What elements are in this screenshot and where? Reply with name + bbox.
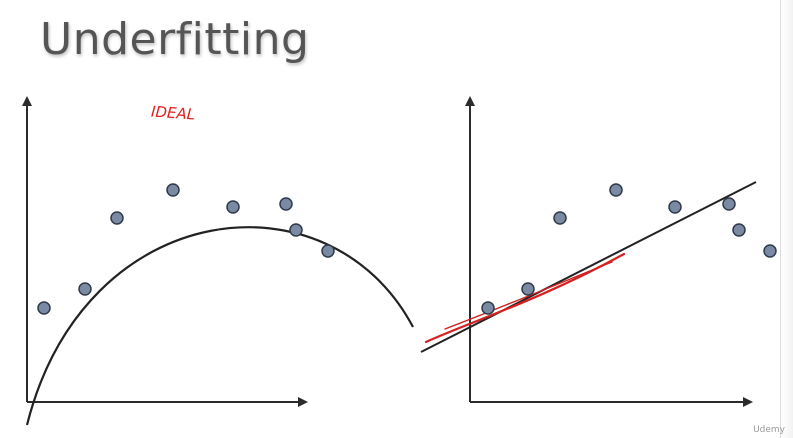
- slide-edge: [780, 0, 793, 438]
- right-plot: [420, 96, 777, 407]
- left-fitted-curve: [25, 226, 414, 426]
- left-plot: [22, 96, 414, 426]
- data-point: [37, 301, 51, 315]
- data-point: [481, 301, 495, 315]
- data-point: [668, 200, 682, 214]
- data-point: [78, 282, 92, 296]
- data-point: [553, 211, 567, 225]
- slide-title: Underfitting: [40, 14, 310, 65]
- left-data-points: [37, 183, 335, 315]
- data-point: [166, 183, 180, 197]
- right-data-points: [481, 183, 777, 315]
- data-point: [521, 282, 535, 296]
- data-point: [289, 223, 303, 237]
- data-point: [226, 200, 240, 214]
- data-point: [732, 223, 746, 237]
- data-point: [763, 244, 777, 258]
- data-point: [110, 211, 124, 225]
- data-point: [321, 244, 335, 258]
- data-point: [609, 183, 623, 197]
- right-linear-fit: [420, 181, 757, 353]
- data-point: [279, 197, 293, 211]
- data-point: [722, 197, 736, 211]
- watermark: Udemy: [753, 425, 785, 435]
